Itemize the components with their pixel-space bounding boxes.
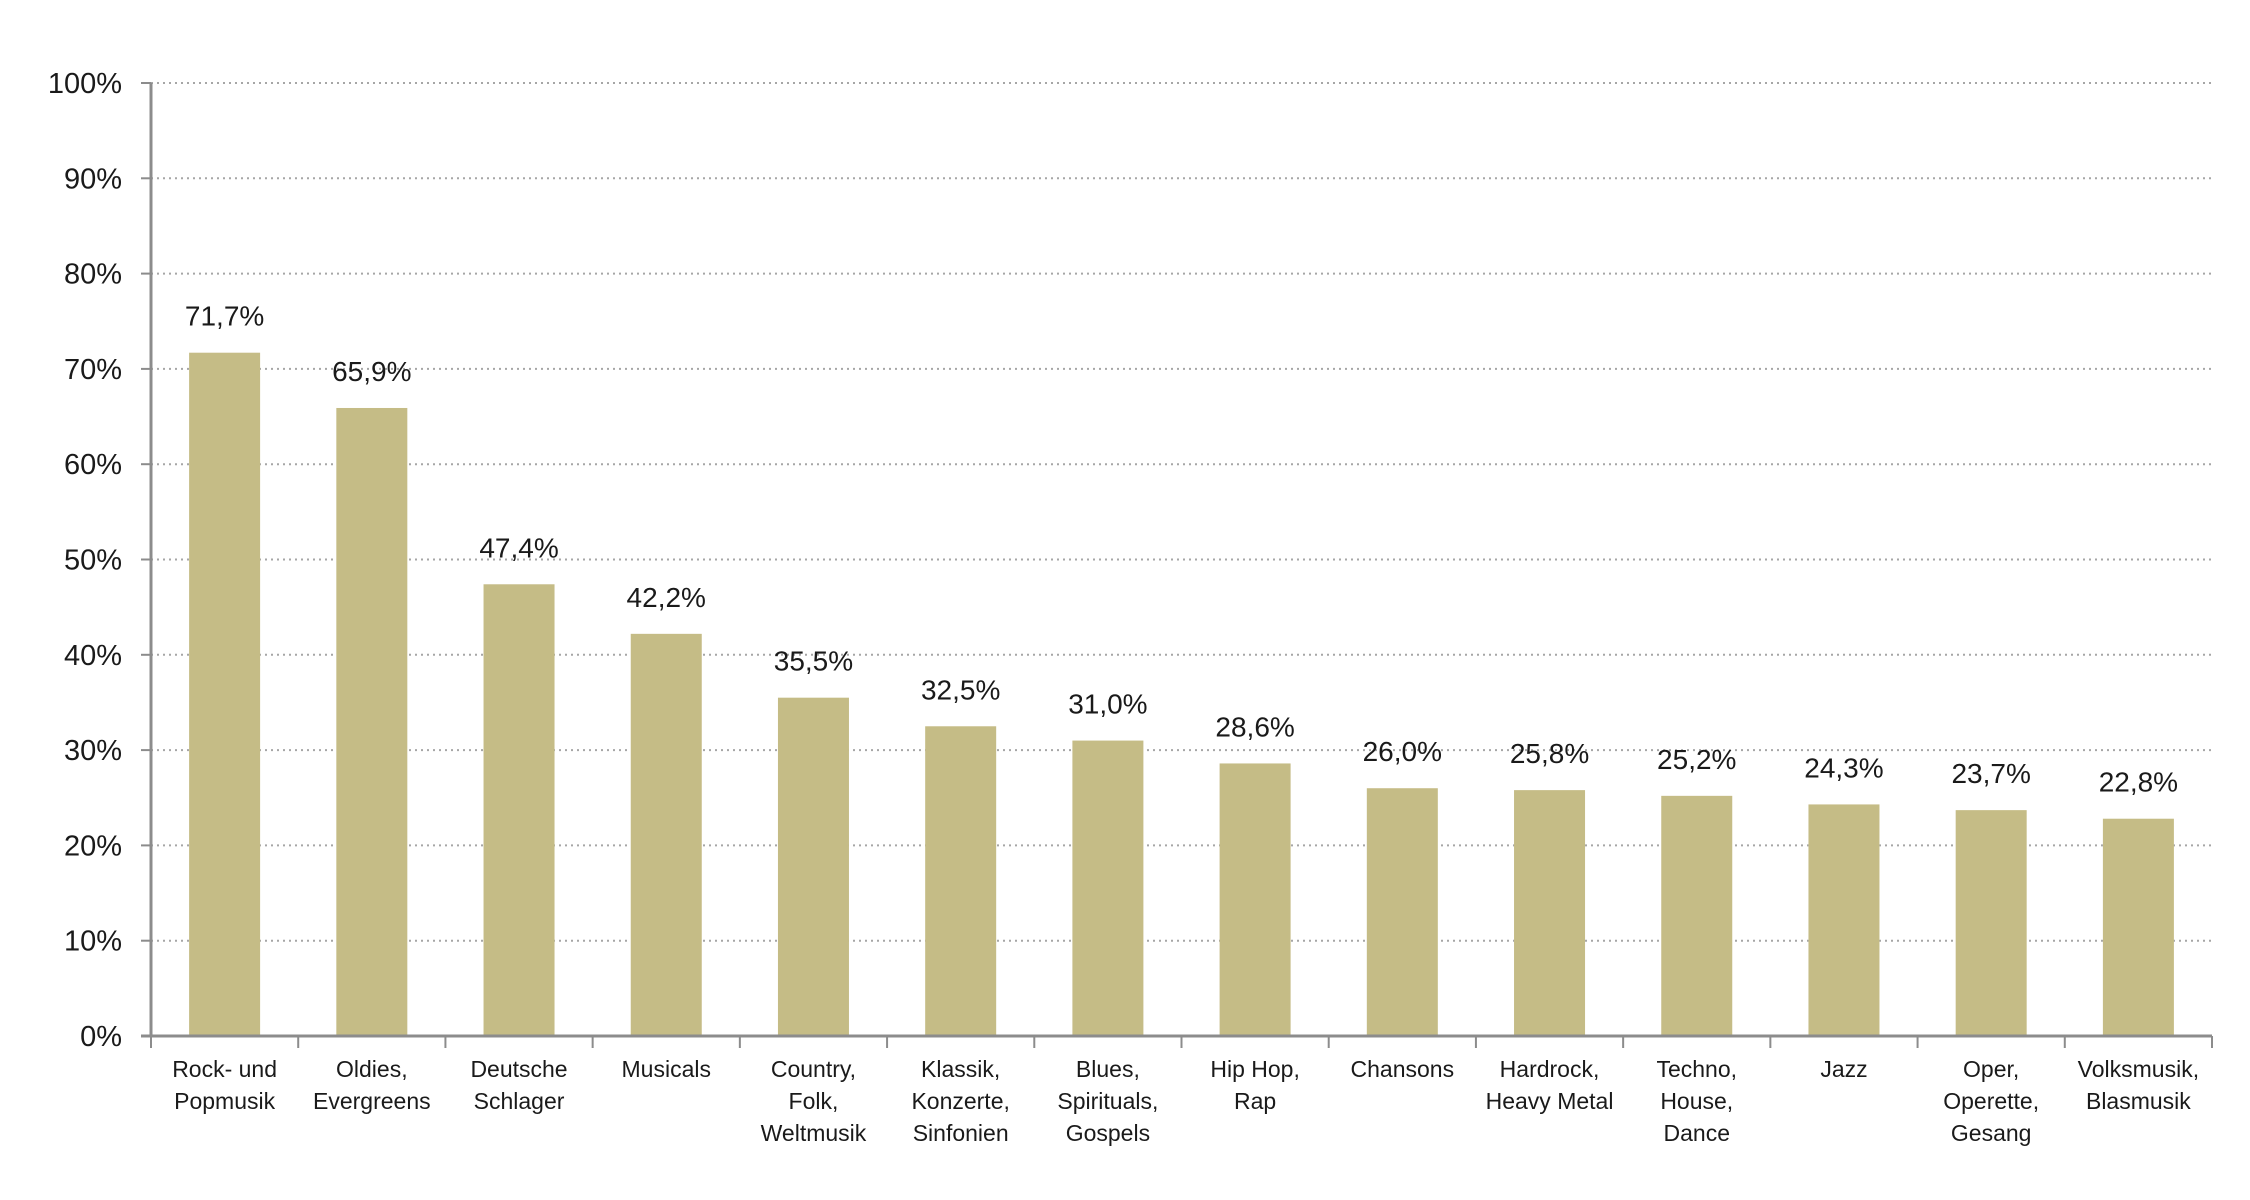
y-tick-label: 10% (64, 926, 122, 958)
bars (189, 352, 2174, 1037)
x-category-label-line: Techno, (1656, 1056, 1737, 1082)
x-category-label-line: Gospels (1066, 1120, 1150, 1146)
x-category-label: Klassik, Konzerte, Sinfonien (911, 1056, 1009, 1146)
y-tick-label: 30% (64, 735, 122, 767)
x-category-label-line: Jazz (1820, 1056, 1867, 1082)
y-tick-label: 60% (64, 449, 122, 481)
bar (777, 697, 849, 1036)
x-category-labels: Rock- und Popmusik Oldies, Evergreens Deutsc… (172, 1056, 2199, 1146)
bar (483, 584, 555, 1036)
bar (1219, 763, 1291, 1036)
data-label: 47,4% (479, 532, 558, 563)
data-labels: 71,7% 65,9% 47,4% 42,2% 35,5% 32,5% 31,0% 28,6%… (185, 301, 2178, 798)
x-category-label-line: Konzerte, (911, 1088, 1009, 1114)
axes (141, 82, 2213, 1048)
x-category-label: Chansons (1351, 1056, 1455, 1082)
y-tick-labels: 0% 10% 20% 30% 40% 50% 60% 70% 80% 90% 100% (48, 68, 122, 1053)
x-category-label: Country, Folk, Weltmusik (761, 1056, 867, 1146)
data-label: 25,2% (1657, 744, 1736, 775)
x-category-label: Oldies, Evergreens (313, 1056, 431, 1114)
y-tick-label: 50% (64, 545, 122, 577)
bar (1514, 790, 1586, 1036)
x-category-label: Hip Hop, Rap (1210, 1056, 1299, 1114)
x-category-label-line: Gesang (1951, 1120, 2032, 1146)
bar (1366, 788, 1438, 1036)
x-category-label-line: Chansons (1351, 1056, 1455, 1082)
x-category-label-line: Heavy Metal (1486, 1088, 1614, 1114)
y-tick-label: 90% (64, 163, 122, 195)
x-category-label-line: Deutsche (470, 1056, 567, 1082)
x-category-label: Oper, Operette, Gesang (1943, 1056, 2039, 1146)
x-category-label: Rock- und Popmusik (172, 1056, 277, 1114)
x-category-label-line: Weltmusik (761, 1120, 867, 1146)
bar (1808, 804, 1880, 1036)
bar (189, 352, 261, 1037)
data-label: 23,7% (1951, 758, 2030, 789)
x-category-label-line: Spirituals, (1057, 1088, 1158, 1114)
x-category-label-line: Klassik, (921, 1056, 1000, 1082)
x-category-label-line: Evergreens (313, 1088, 431, 1114)
x-category-label-line: House, (1660, 1088, 1733, 1114)
data-label: 24,3% (1804, 752, 1883, 783)
x-category-label-line: Blasmusik (2086, 1088, 2191, 1114)
x-category-label-line: Sinfonien (913, 1120, 1009, 1146)
x-category-label-line: Rock- und (172, 1056, 277, 1082)
x-category-label-line: Oldies, (336, 1056, 408, 1082)
y-tick-label: 0% (80, 1021, 122, 1053)
bar (1072, 740, 1144, 1036)
x-category-label-line: Volksmusik, (2078, 1056, 2199, 1082)
y-tick-label: 40% (64, 640, 122, 672)
y-tick-label: 80% (64, 259, 122, 291)
x-category-label: Blues, Spirituals, Gospels (1057, 1056, 1158, 1146)
bar (630, 633, 702, 1036)
bar (1661, 795, 1733, 1036)
x-category-label-line: Schlager (474, 1088, 565, 1114)
data-label: 65,9% (332, 356, 411, 387)
y-tick-label: 20% (64, 830, 122, 862)
y-tick-label: 100% (48, 68, 122, 100)
bar (925, 726, 997, 1036)
data-label: 35,5% (774, 646, 853, 677)
data-label: 32,5% (921, 674, 1000, 705)
x-category-label: Jazz (1820, 1056, 1867, 1082)
x-category-label-line: Hardrock, (1500, 1056, 1600, 1082)
data-label: 22,8% (2099, 767, 2178, 798)
bar (1955, 810, 2027, 1036)
x-category-label-line: Oper, (1963, 1056, 2019, 1082)
x-category-label: Techno, House, Dance (1656, 1056, 1737, 1146)
x-category-label-line: Hip Hop, (1210, 1056, 1299, 1082)
x-category-label-line: Musicals (622, 1056, 711, 1082)
data-label: 71,7% (185, 301, 264, 332)
bar (2102, 818, 2174, 1036)
y-tick-label: 70% (64, 354, 122, 386)
x-category-label-line: Blues, (1076, 1056, 1140, 1082)
x-category-label: Hardrock, Heavy Metal (1486, 1056, 1614, 1114)
x-category-label-line: Dance (1664, 1120, 1730, 1146)
x-category-label-line: Operette, (1943, 1088, 2039, 1114)
gridlines (151, 82, 2212, 942)
data-label: 26,0% (1363, 736, 1442, 767)
data-label: 25,8% (1510, 738, 1589, 769)
x-category-label: Deutsche Schlager (470, 1056, 567, 1114)
x-category-label-line: Folk, (789, 1088, 839, 1114)
x-category-label-line: Rap (1234, 1088, 1276, 1114)
data-label: 31,0% (1068, 689, 1147, 720)
bar (336, 407, 408, 1036)
x-category-label-line: Country, (771, 1056, 856, 1082)
x-category-label: Volksmusik, Blasmusik (2078, 1056, 2199, 1114)
data-label: 42,2% (627, 582, 706, 613)
x-category-label-line: Popmusik (174, 1088, 275, 1114)
x-category-label: Musicals (622, 1056, 711, 1082)
data-label: 28,6% (1215, 711, 1294, 742)
